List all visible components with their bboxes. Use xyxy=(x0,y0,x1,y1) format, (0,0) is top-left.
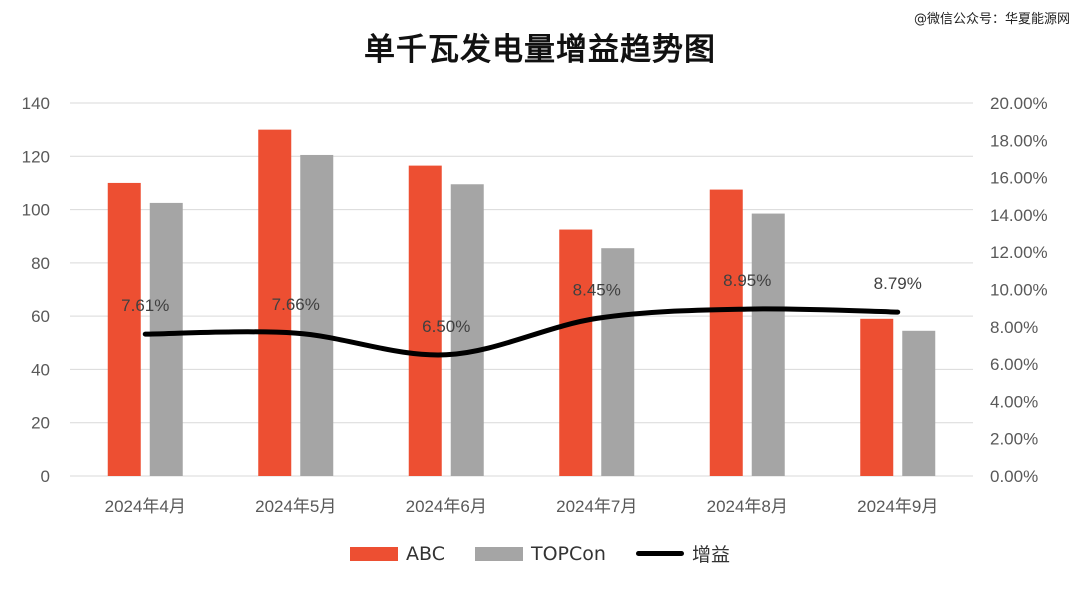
gain-data-label: 8.95% xyxy=(723,271,771,290)
legend-label-gain: 增益 xyxy=(691,544,730,566)
gain-data-label: 8.45% xyxy=(573,280,621,299)
bar-topcon xyxy=(450,184,484,476)
bar-abc xyxy=(107,182,141,476)
x-tick-label: 2024年6月 xyxy=(406,497,487,516)
bar-abc xyxy=(258,129,292,476)
legend-swatch-topcon xyxy=(475,546,523,561)
x-tick-label: 2024年8月 xyxy=(707,497,788,516)
y-right-tick-label: 14.00% xyxy=(990,206,1048,225)
y-right-tick-label: 0.00% xyxy=(990,467,1038,486)
legend-label-topcon: TOPCon xyxy=(531,542,606,565)
y-right-tick-label: 8.00% xyxy=(990,318,1038,337)
bar-topcon xyxy=(300,154,334,477)
y-left-tick-label: 100 xyxy=(22,201,50,220)
y-right-tick-label: 16.00% xyxy=(990,169,1048,188)
y-left-tick-label: 80 xyxy=(31,254,50,273)
x-tick-label: 2024年7月 xyxy=(556,497,637,516)
y-left-tick-label: 140 xyxy=(22,94,50,113)
y-right-tick-label: 10.00% xyxy=(990,281,1048,300)
bar-abc xyxy=(559,229,593,476)
bar-topcon xyxy=(149,202,183,477)
gain-data-label: 7.66% xyxy=(272,295,320,314)
bar-abc xyxy=(860,318,894,476)
y-right-tick-label: 18.00% xyxy=(990,131,1048,150)
x-tick-label: 2024年4月 xyxy=(105,497,186,516)
gain-data-label: 8.79% xyxy=(874,274,922,293)
bar-topcon xyxy=(751,213,785,476)
y-right-tick-label: 12.00% xyxy=(990,243,1048,262)
y-left-tick-label: 0 xyxy=(41,467,50,486)
legend-swatch-abc xyxy=(350,546,399,561)
y-right-tick-label: 20.00% xyxy=(990,94,1048,113)
y-right-tick-label: 6.00% xyxy=(990,355,1038,374)
bar-topcon xyxy=(601,248,635,476)
x-tick-label: 2024年5月 xyxy=(255,497,336,516)
y-left-tick-label: 20 xyxy=(31,414,50,433)
y-left-tick-label: 120 xyxy=(22,147,50,166)
y-left-tick-label: 40 xyxy=(31,360,50,379)
legend-swatch-gain xyxy=(635,551,684,556)
legend-item-abc: ABC xyxy=(350,543,445,565)
bar-abc xyxy=(408,165,442,476)
bar-abc xyxy=(709,189,743,476)
gain-data-label: 7.61% xyxy=(121,296,169,315)
y-left-tick-label: 60 xyxy=(31,307,50,326)
gain-line xyxy=(142,306,901,358)
legend-item-topcon: TOPCon xyxy=(475,543,606,565)
legend-label-abc: ABC xyxy=(406,542,445,565)
gain-data-label: 6.50% xyxy=(422,317,470,336)
watermark: @微信公众号：华夏能源网 xyxy=(913,12,1070,27)
y-right-tick-label: 2.00% xyxy=(990,430,1038,449)
x-tick-label: 2024年9月 xyxy=(857,497,938,516)
chart-title: 单千瓦发电量增益趋势图 xyxy=(364,32,716,68)
legend: ABC TOPCon 增益 xyxy=(0,540,1080,567)
y-right-tick-label: 4.00% xyxy=(990,392,1038,411)
bar-topcon xyxy=(902,330,936,476)
legend-item-gain: 增益 xyxy=(635,540,730,567)
